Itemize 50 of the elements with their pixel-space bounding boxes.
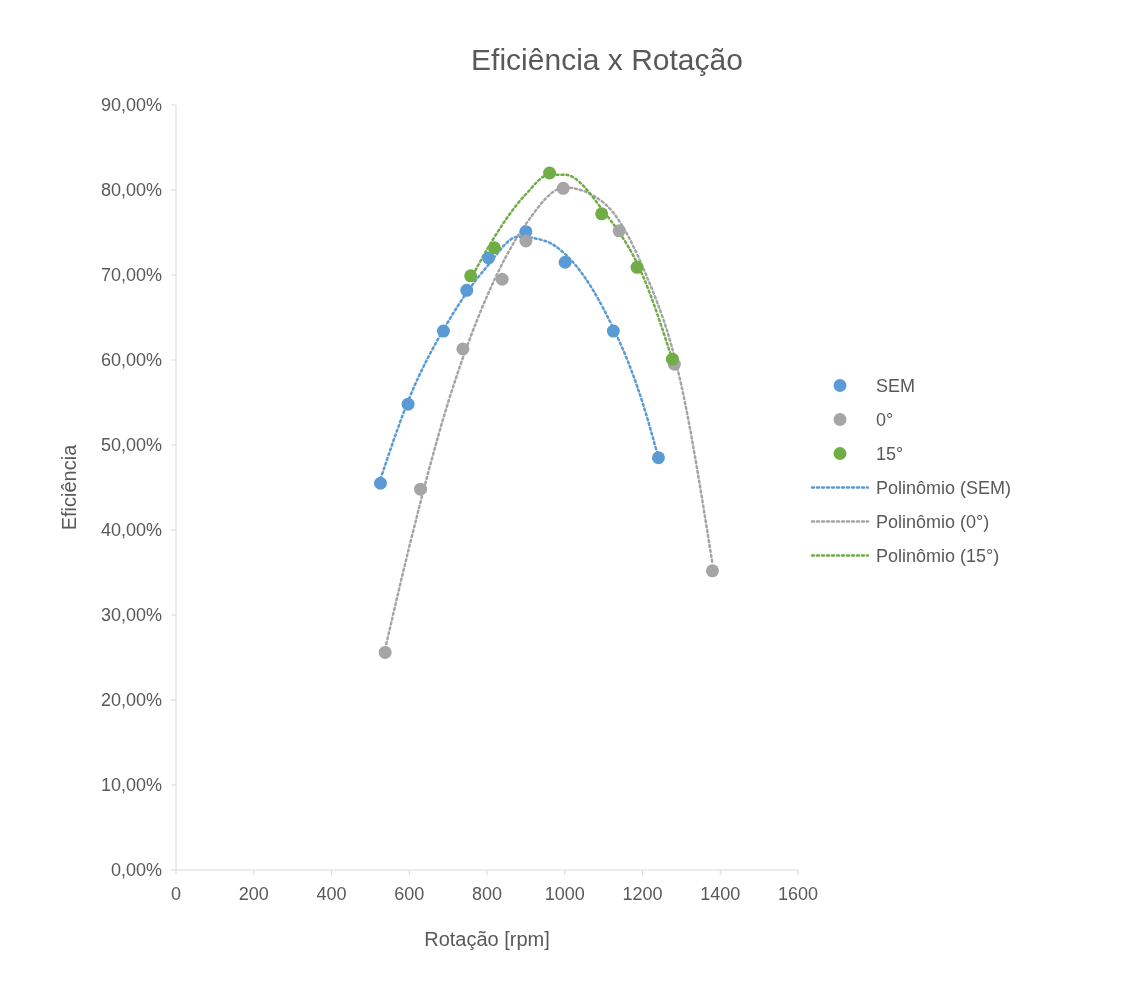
legend-label: Polinômio (15°) [876,545,1000,566]
legend-label: Polinômio (SEM) [876,477,1012,498]
point [464,269,478,283]
y-tick-label: 80,00% [100,180,162,201]
x-tick-label: 600 [394,884,425,904]
y-tick-label: 30,00% [100,605,162,626]
y-tick-label: 40,00% [100,520,162,541]
point [705,564,719,578]
point [651,451,665,465]
point [456,342,470,356]
y-tick-label: 70,00% [100,265,162,286]
y-tick-label: 60,00% [100,350,162,371]
point [630,260,644,274]
y-tick-label: 50,00% [100,435,162,456]
x-tick-label: 1000 [544,884,585,904]
point [543,166,557,180]
point [556,181,570,195]
point [401,397,415,411]
point [595,207,609,221]
point [495,272,509,286]
legend-label: 15° [876,443,904,464]
point [373,476,387,490]
x-tick-label: 1200 [622,884,663,904]
point [665,352,679,366]
x-tick-label: 1400 [700,884,741,904]
y-tick-label: 90,00% [100,95,162,116]
point [487,241,501,255]
point [378,645,392,659]
x-tick-label: 0 [170,884,182,904]
y-tick-label: 10,00% [100,775,162,796]
x-tick-label: 400 [316,884,347,904]
x-tick-label: 1600 [777,884,819,904]
x-tick-label: 200 [238,884,269,904]
y-tick-label: 20,00% [100,690,162,711]
y-tick-label: 0,00% [110,860,162,881]
point [482,251,496,265]
legend-label: SEM [876,375,916,396]
point [460,283,474,297]
point [606,324,620,338]
legend-label: Polinômio (0°) [876,511,990,532]
point [436,324,450,338]
point [612,224,626,238]
x-tick-label: 800 [471,884,503,904]
x-axis-title: Rotação [rpm] [424,928,550,950]
point [414,482,428,496]
point [519,234,533,248]
legend-label: 0° [876,409,894,430]
chart-title: Eficiência x Rotação [471,43,743,76]
point [558,255,572,269]
y-axis-title: Eficiência [58,443,80,531]
